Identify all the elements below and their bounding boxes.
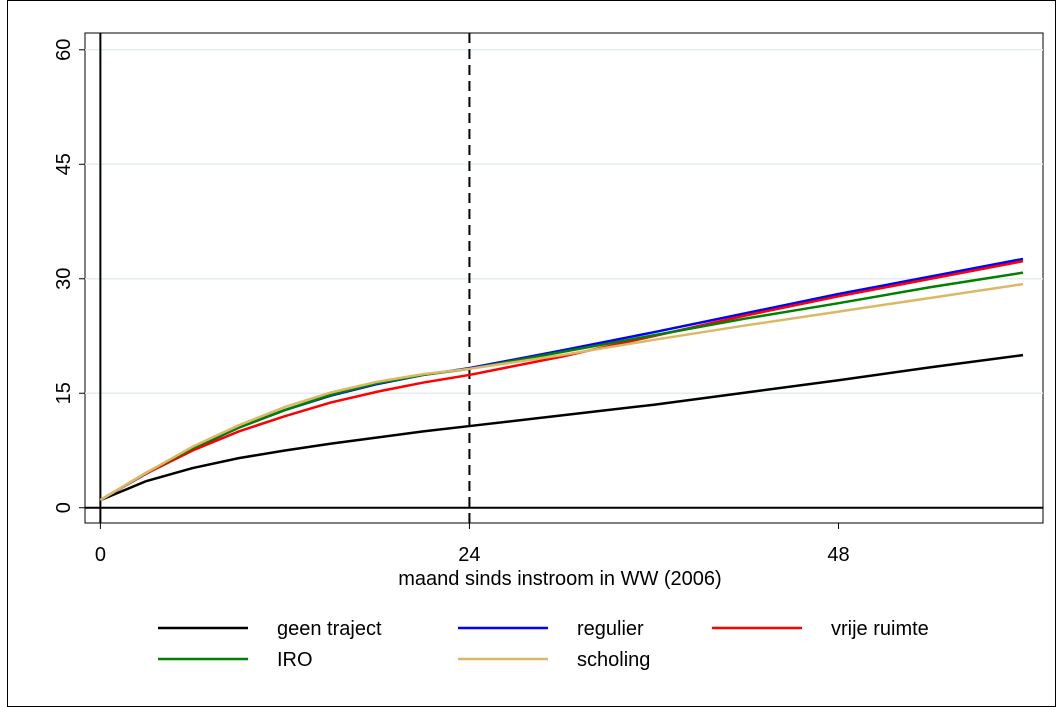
y-tick-label: 30 [53, 268, 75, 290]
x-axis-title: maand sinds instroom in WW (2006) [398, 568, 721, 590]
y-tick-label: 60 [53, 39, 75, 61]
legend-label: vrije ruimte [831, 618, 929, 640]
series-line [99, 353, 1024, 502]
series-line [99, 259, 1024, 502]
x-tick-label: 48 [827, 544, 849, 566]
legend-label: regulier [577, 618, 644, 640]
legend-label: scholing [577, 649, 650, 671]
legend-label: IRO [277, 649, 313, 671]
y-tick-label: 15 [53, 382, 75, 404]
x-tick-label: 24 [458, 544, 480, 566]
legend-label: geen traject [277, 618, 382, 640]
plot-area [84, 32, 1044, 524]
series-line [99, 282, 1024, 502]
y-tick-label: 45 [53, 153, 75, 175]
x-tick-label: 0 [95, 544, 106, 566]
y-tick-label: 0 [53, 502, 75, 513]
